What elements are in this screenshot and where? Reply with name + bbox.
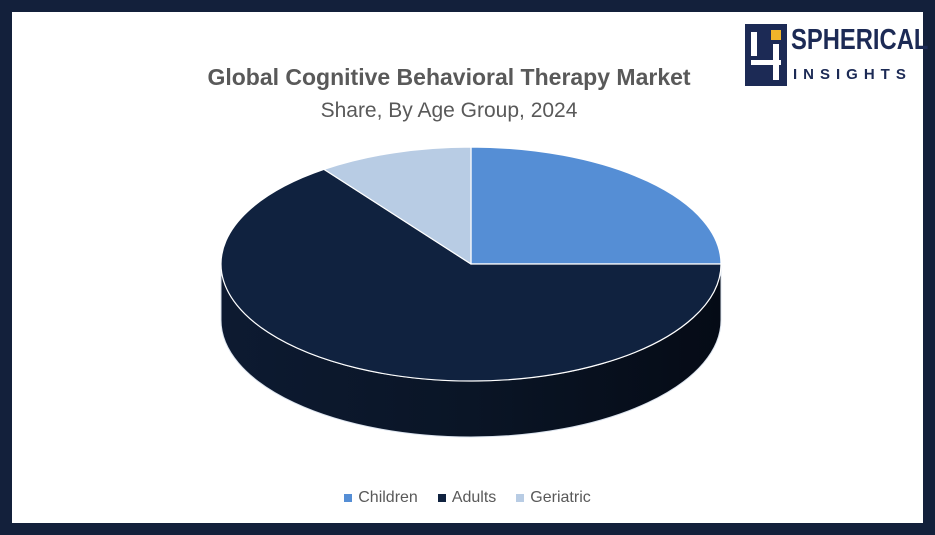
legend-item-geriatric: Geriatric (516, 489, 591, 507)
pie-slice-geriatric (323, 146, 472, 265)
legend-label: Children (358, 489, 418, 506)
legend-swatch (437, 494, 446, 502)
legend-item-children: Children (344, 489, 418, 507)
logo-mark-icon (745, 24, 787, 86)
chart-title: Global Cognitive Behavioral Therapy Mark… (207, 64, 691, 90)
brand-name-line2: INSIGHTS (793, 66, 912, 83)
pie-top-group (220, 146, 722, 382)
pie-slice-children (470, 146, 722, 265)
legend-swatch (344, 494, 353, 502)
legend: Children Adults Geriatric (0, 489, 935, 507)
legend-swatch (516, 494, 525, 502)
legend-label: Geriatric (530, 489, 591, 506)
legend-item-adults: Adults (437, 489, 497, 507)
pie-slice-adults (220, 168, 722, 382)
chart-subtitle: Share, By Age Group, 2024 (320, 99, 578, 122)
brand-logo: SPHERICAL INSIGHTS (745, 24, 928, 90)
legend-label: Adults (451, 489, 497, 506)
brand-name-line1: SPHERICAL (791, 24, 929, 56)
